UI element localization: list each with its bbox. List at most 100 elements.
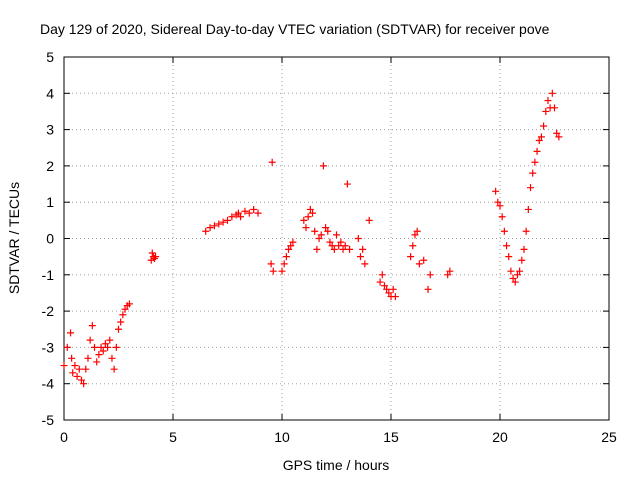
- data-point: [86, 336, 94, 344]
- y-tick-label: -3: [42, 339, 55, 355]
- y-tick-label: 0: [46, 231, 54, 247]
- data-point: [77, 376, 85, 384]
- data-point: [224, 216, 231, 224]
- data-point: [551, 104, 558, 112]
- data-point: [101, 340, 109, 348]
- data-point: [346, 245, 354, 253]
- data-point: [324, 227, 332, 235]
- data-point: [527, 184, 535, 192]
- x-tick-label: 25: [601, 429, 617, 445]
- data-point: [354, 235, 362, 242]
- data-point: [73, 372, 81, 380]
- data-point: [322, 224, 330, 232]
- data-point: [285, 245, 293, 253]
- y-tick-label: 1: [46, 194, 54, 210]
- data-point: [152, 253, 160, 261]
- x-axis-label: GPS time / hours: [283, 457, 390, 473]
- data-point: [267, 260, 275, 268]
- data-point: [383, 285, 391, 293]
- data-point: [67, 329, 75, 337]
- data-point: [306, 205, 314, 213]
- data-point: [341, 242, 349, 250]
- data-point: [110, 365, 118, 373]
- data-point: [112, 343, 120, 351]
- data-point: [389, 285, 397, 293]
- data-point: [202, 227, 210, 235]
- data-point: [309, 209, 317, 217]
- data-point: [494, 198, 502, 206]
- data-point: [82, 365, 90, 373]
- data-point: [553, 129, 561, 137]
- data-point: [391, 293, 399, 301]
- data-point: [343, 180, 351, 188]
- data-point: [269, 267, 277, 275]
- data-point: [71, 362, 79, 370]
- data-point: [280, 260, 288, 268]
- y-tick-label: 4: [46, 85, 54, 101]
- data-point: [426, 271, 434, 279]
- data-point: [245, 209, 253, 217]
- data-point: [313, 245, 321, 253]
- data-point: [524, 205, 532, 213]
- data-point: [300, 216, 308, 224]
- data-point: [555, 133, 563, 141]
- data-point: [84, 354, 92, 362]
- data-point: [407, 253, 415, 261]
- y-tick-label: 5: [46, 49, 54, 65]
- data-point: [304, 213, 312, 221]
- data-point: [326, 238, 334, 246]
- data-point: [531, 158, 539, 166]
- data-point: [505, 253, 513, 261]
- data-point: [119, 311, 127, 319]
- y-tick-label: -1: [42, 267, 55, 283]
- y-tick-label: -5: [42, 412, 55, 428]
- data-point: [315, 235, 323, 242]
- y-axis-label: SDTVAR / TECUs: [6, 182, 22, 294]
- data-point: [250, 205, 258, 213]
- data-point: [228, 213, 236, 221]
- data-point: [108, 354, 116, 362]
- data-point: [503, 242, 511, 250]
- data-point: [365, 216, 373, 224]
- data-point: [544, 97, 552, 105]
- data-point: [80, 380, 88, 388]
- data-point: [117, 318, 125, 326]
- data-point: [99, 347, 107, 355]
- data-point: [522, 227, 530, 235]
- data-points: [60, 89, 563, 388]
- data-point: [333, 231, 340, 239]
- data-point: [210, 222, 218, 230]
- data-point: [328, 242, 336, 250]
- data-point: [540, 122, 548, 130]
- data-point: [511, 278, 519, 286]
- x-tick-label: 15: [383, 429, 399, 445]
- data-point: [409, 242, 417, 250]
- data-point: [498, 213, 506, 221]
- x-tick-label: 0: [60, 429, 68, 445]
- data-point: [356, 253, 364, 261]
- data-point: [104, 343, 112, 351]
- data-point: [268, 158, 276, 166]
- data-point: [289, 238, 297, 246]
- data-point: [215, 220, 223, 228]
- x-tick-label: 10: [274, 429, 290, 445]
- y-tick-label: 2: [46, 158, 54, 174]
- data-point: [415, 260, 423, 268]
- data-point: [97, 343, 105, 351]
- data-point: [500, 227, 508, 235]
- data-point: [513, 271, 521, 279]
- data-point: [254, 209, 262, 217]
- data-point: [496, 202, 504, 210]
- data-point: [385, 289, 393, 297]
- data-point: [68, 354, 76, 362]
- data-point: [121, 305, 129, 313]
- data-point: [60, 362, 68, 370]
- data-point: [302, 224, 310, 232]
- data-point: [237, 213, 245, 221]
- data-point: [420, 256, 428, 264]
- data-point: [509, 274, 517, 282]
- data-point: [492, 187, 500, 195]
- data-point: [88, 322, 96, 330]
- data-point: [424, 285, 432, 293]
- data-point: [93, 358, 101, 366]
